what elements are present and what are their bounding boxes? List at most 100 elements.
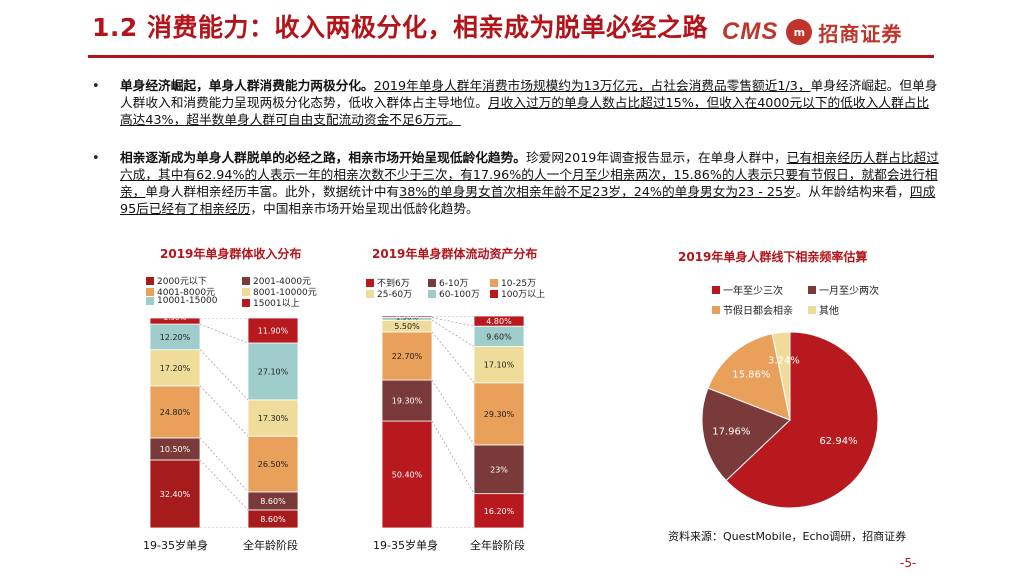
legend-item: 10-25万 bbox=[490, 276, 536, 289]
assets-connector-line bbox=[431, 331, 475, 384]
legend-swatch bbox=[712, 305, 720, 314]
legend-swatch bbox=[366, 289, 374, 298]
bullet-text-part: 。从年龄结构来看， bbox=[795, 184, 910, 199]
assets-data-label: 17.10% bbox=[484, 361, 515, 370]
assets-data-label: 29.30% bbox=[484, 410, 515, 419]
legend-item: 6-10万 bbox=[428, 276, 468, 289]
legend-item: 60-100万 bbox=[428, 287, 480, 300]
legend-label: 6-10万 bbox=[439, 279, 469, 289]
pie-slice bbox=[701, 387, 791, 482]
income-data-label: 17.20% bbox=[160, 364, 191, 373]
assets-chart-title: 2019年单身群体流动资产分布 bbox=[372, 247, 538, 261]
income-chart-legend: 2000元以下 2001-4000元 4001-8000元 8001-10000元 10… bbox=[146, 274, 346, 310]
legend-swatch bbox=[146, 276, 154, 285]
legend-label: 25-60万 bbox=[377, 290, 413, 300]
legend-swatch bbox=[712, 285, 720, 294]
income-data-label: 10.50% bbox=[160, 445, 191, 454]
assets-bar-segment bbox=[473, 444, 525, 495]
legend-label: 一月至少两次 bbox=[819, 286, 879, 297]
legend-swatch bbox=[366, 278, 374, 287]
income-connector-line bbox=[199, 323, 249, 344]
bullet-text-part: 2019年单身人群年消费市场规模约为13万亿元，占社会消费品零售额近1/3， bbox=[373, 78, 811, 93]
income-data-label: 26.50% bbox=[258, 460, 289, 469]
assets-data-label: 16.20% bbox=[484, 507, 515, 516]
legend-label: 10-25万 bbox=[501, 279, 537, 289]
bullet-text-part: 单身经济崛起。但单身人群收入和消费能力呈现两极分化态势，低收入群体占主导地位。 bbox=[120, 78, 938, 110]
income-chart-title: 2019年单身群体收入分布 bbox=[160, 247, 302, 261]
legend-label: 2000元以下 bbox=[157, 277, 207, 287]
bullet-text-part: 单身人群相亲经历丰富。此外，数据统计中有 bbox=[145, 184, 400, 199]
legend-swatch bbox=[490, 289, 498, 298]
assets-bar-segment bbox=[381, 331, 433, 381]
legend-item: 其他 bbox=[808, 302, 839, 317]
income-connector-line bbox=[199, 459, 249, 511]
pie-slice bbox=[771, 331, 791, 421]
assets-bar-segment bbox=[473, 382, 525, 446]
income-data-label: 8.60% bbox=[260, 515, 286, 524]
legend-swatch bbox=[242, 287, 250, 296]
income-bar-segment bbox=[149, 318, 201, 325]
assets-bar-segment bbox=[381, 379, 433, 422]
pie-data-label: 62.94% bbox=[819, 436, 857, 447]
income-category-label-2: 全年龄阶段 bbox=[243, 539, 298, 552]
legend-item: 15001以上 bbox=[242, 296, 300, 309]
income-data-label: 24.80% bbox=[160, 408, 191, 417]
pie-chart-legend: 一年至少三次 一月至少两次 节假日都会相亲 其他 bbox=[712, 282, 932, 322]
legend-item: 一年至少三次 bbox=[712, 282, 783, 297]
pie-slice bbox=[707, 333, 791, 421]
legend-swatch bbox=[146, 297, 154, 305]
assets-data-label: 23% bbox=[490, 465, 508, 474]
income-bar-segment bbox=[247, 435, 299, 493]
income-data-label: 32.40% bbox=[160, 490, 191, 499]
source-note: 资料来源：QuestMobile，Echo调研，招商证券 bbox=[668, 530, 907, 543]
logo-company-name: 招商证券 bbox=[818, 21, 903, 46]
legend-swatch bbox=[146, 287, 154, 296]
assets-data-label: 4.80% bbox=[486, 317, 512, 326]
assets-bar-segment bbox=[473, 316, 525, 327]
assets-category-label-1: 19-35岁单身 bbox=[373, 539, 438, 552]
legend-label: 8001-10000元 bbox=[253, 288, 317, 298]
assets-stacked-bar-chart: 50.40% 19.30% 22.70% 5.50%1.30%0.70% 16.20% 2… bbox=[381, 316, 525, 528]
legend-swatch bbox=[242, 298, 250, 307]
legend-label: 一年至少三次 bbox=[723, 286, 783, 297]
bullet-dot-1: • bbox=[92, 79, 100, 94]
legend-item: 不到6万 bbox=[366, 276, 410, 289]
assets-connector-line bbox=[431, 379, 475, 446]
assets-bar-segment bbox=[381, 316, 433, 318]
frequency-pie-chart: 62.94% 17.96% 15.86% 3.24% bbox=[701, 331, 879, 509]
pie-slice bbox=[725, 331, 879, 509]
income-connector-line bbox=[199, 385, 249, 437]
pie-data-label: 17.96% bbox=[712, 427, 750, 438]
bullet-text-part: 四成95后已经有了相亲经历 bbox=[120, 184, 936, 216]
income-connector-line bbox=[199, 437, 249, 493]
legend-item: 2001-4000元 bbox=[242, 274, 311, 287]
legend-label: 其他 bbox=[819, 306, 839, 317]
pie-chart-title: 2019年单身人群线下相亲频率估算 bbox=[678, 250, 868, 264]
income-data-label: 17.30% bbox=[258, 414, 289, 423]
legend-label: 不到6万 bbox=[377, 279, 410, 289]
income-data-label: 8.60% bbox=[260, 497, 286, 506]
assets-category-label-2: 全年龄阶段 bbox=[470, 539, 525, 552]
title-divider bbox=[88, 55, 934, 58]
income-connector-line bbox=[199, 349, 249, 401]
legend-label: 60-100万 bbox=[439, 290, 480, 300]
income-bar-segment bbox=[247, 342, 299, 401]
bullet-text-part: ，中国相亲市场开始呈现出低龄化趋势。 bbox=[250, 201, 479, 216]
assets-chart-legend: 不到6万 6-10万 10-25万 25-60万 60-100万 100万以上 bbox=[366, 276, 566, 302]
legend-label: 10001-15000 bbox=[157, 296, 218, 306]
legend-label: 100万以上 bbox=[501, 290, 546, 300]
legend-item: 一月至少两次 bbox=[808, 282, 879, 297]
income-bar-segment bbox=[149, 323, 201, 351]
assets-data-label: 22.70% bbox=[392, 352, 423, 361]
logo-mark-icon: m bbox=[786, 19, 813, 45]
legend-label: 2001-4000元 bbox=[253, 277, 312, 287]
assets-data-label: 9.60% bbox=[486, 332, 512, 341]
bullet-text-part: 月收入过万的单身人数占比超过15%，但收入在4000元以下的低收入人群占比高达4… bbox=[120, 95, 930, 127]
income-data-label: 2.90% bbox=[164, 318, 187, 322]
assets-connector-line bbox=[431, 317, 475, 327]
legend-item: 8001-10000元 bbox=[242, 285, 317, 298]
income-category-label-1: 19-35岁单身 bbox=[143, 539, 208, 552]
legend-swatch bbox=[242, 276, 250, 285]
bullet-text-part: 已有相亲经历人群占比超过六成，其中有62.94%的人表示一年的相亲次数不少于三次… bbox=[120, 150, 939, 199]
legend-label: 4001-8000元 bbox=[157, 288, 216, 298]
